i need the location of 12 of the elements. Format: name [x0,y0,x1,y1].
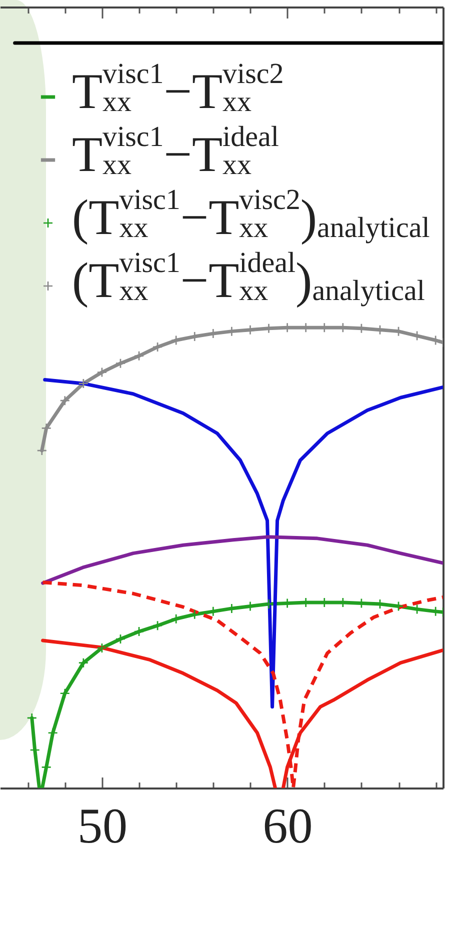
point [153,621,162,630]
point [60,688,70,698]
legend-label: (T$^{visc1}$$_{xx}$−T$^{ideal}$$_{xx}$)$_{analytical}$ [72,247,425,308]
point [116,358,125,368]
point [97,368,106,377]
x-tick-label: 60 [262,798,313,854]
legend-label: (T$^{visc1}$$_{xx}$−T$^{visc2}$$_{xx}$)$_{analytical}$ [72,184,430,245]
x-tick-label: 50 [77,798,128,854]
point [134,351,144,360]
point [78,658,88,668]
point [78,378,88,388]
point [60,396,70,406]
